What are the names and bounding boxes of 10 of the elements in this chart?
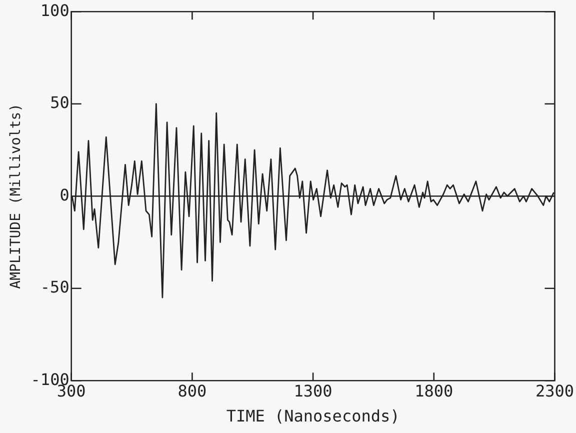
y-tick-label: 0	[60, 185, 70, 204]
y-tick-label: 50	[50, 93, 70, 112]
x-axis-title: TIME (Nanoseconds)	[226, 406, 400, 426]
x-tick-label: 2300	[535, 381, 574, 400]
x-tick-label: 1300	[294, 381, 332, 400]
x-tick-label: 800	[178, 381, 207, 400]
y-axis-title: AMPLITUDE (Millivolts)	[8, 103, 24, 289]
y-tick-label: 100	[40, 0, 70, 20]
y-tick-label: -50	[40, 278, 70, 297]
x-tick-label: 1800	[414, 381, 454, 400]
